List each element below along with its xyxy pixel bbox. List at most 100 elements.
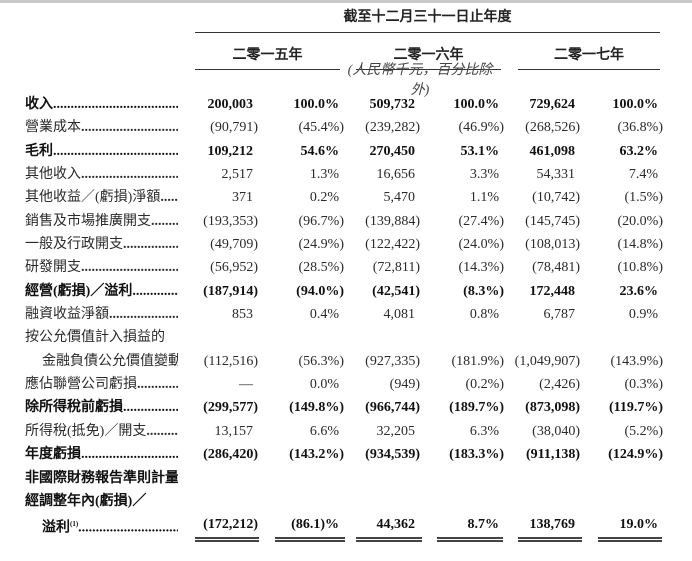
row-label-text: 金融負債公允價值變動 [42,353,178,369]
percent-cell: (96.7%) [298,213,345,229]
table-row: 其他收入....................................… [0,163,692,186]
amount-cell: 54,331 [536,167,576,183]
percent-cell: 1.3% [309,167,339,183]
dot-leader: ........................................… [53,97,178,112]
dot-leader: ........................................… [109,307,178,323]
percent-cell: 0.9% [628,307,658,323]
amount-cell: (927,335) [365,353,420,369]
percent-cell: 100.0% [612,97,659,112]
table-row: 溢利(1)...................................… [0,513,692,536]
amount-cell: (90,791) [210,120,258,136]
table-row: 除所得稅前虧損.................................… [0,396,692,419]
double-underline [437,537,503,542]
percent-cell: (14.8%) [617,237,664,253]
amount-cell: 6,787 [543,307,576,323]
percent-cell: (20.0%) [617,213,664,229]
amount-cell: (911,138) [525,447,580,463]
row-label: 溢利(1)...................................… [42,513,178,540]
period-underline [195,32,660,33]
amount-cell: (172,212) [203,517,258,533]
amount-cell: 509,732 [369,97,416,112]
table-row: 其他收益／(虧損)淨額.............................… [0,186,692,209]
percent-cell: (1.5%) [624,190,664,206]
table-row: 研發開支....................................… [0,256,692,279]
amount-cell: 853 [232,307,253,323]
percent-cell: 54.6% [300,143,340,159]
percent-cell: (46.9%) [458,120,505,136]
year-header-2016: 二零一六年 [393,48,464,63]
percent-cell: (28.5%) [298,260,345,276]
percent-cell: (94.0%) [296,283,344,299]
income-statement-table: 收入......................................… [0,93,692,537]
amount-cell: (286,420) [203,447,258,463]
percent-cell: (27.4%) [458,213,505,229]
year-underline-2017 [518,69,660,70]
amount-cell: (112,516) [203,353,258,369]
amount-cell: (873,098) [525,400,580,416]
row-label: 銷售及市場推廣開支...............................… [25,210,178,233]
row-label-text: 銷售及市場推廣開支 [25,213,151,229]
amount-cell: — [239,377,253,393]
amount-cell: (2,426) [539,377,580,393]
table-row: 經營(虧損)／溢利...............................… [0,280,692,303]
amount-cell: (239,282) [365,120,420,136]
year-header-2017: 二零一七年 [554,48,624,63]
row-label: 經調整年內(虧損)／ [25,490,178,513]
row-label: 營業成本....................................… [25,116,178,139]
percent-cell: 23.6% [619,283,659,299]
amount-cell: 32,205 [376,423,416,439]
percent-cell: 6.3% [469,423,499,439]
dot-leader: ........................................… [81,167,178,183]
row-label-text: 應佔聯營公司虧損 [25,377,137,393]
dot-leader: ........................................… [123,237,178,253]
percent-cell: 53.1% [460,143,500,159]
double-underline [518,537,582,542]
double-underline [275,537,345,542]
amount-cell: 5,470 [383,190,416,206]
row-label: 所得稅(抵免)／開支..............................… [25,420,178,443]
row-label: 融資收益淨額..................................… [25,303,178,326]
amount-cell: (268,526) [525,120,580,136]
row-label: 收入......................................… [25,93,178,116]
amount-cell: (42,541) [372,283,420,299]
amount-cell: 270,450 [369,143,416,159]
row-label: 按公允價值計入損益的 [25,326,178,349]
percent-cell: (24.0%) [458,237,505,253]
table-row: 經調整年內(虧損)／ [0,490,692,513]
amount-cell: (10,742) [532,190,580,206]
amount-cell: 16,656 [376,167,416,183]
percent-cell: (0.2%) [465,377,505,393]
percent-cell: 1.1% [469,190,499,206]
amount-cell: 2,517 [221,167,254,183]
amount-cell: (139,884) [365,213,420,229]
dot-leader: ........................................… [78,520,178,536]
amount-cell: 138,769 [529,517,576,533]
percent-cell: 0.0% [309,377,339,393]
dot-leader: ........................................… [132,283,178,299]
amount-cell: 44,362 [376,517,416,533]
percent-cell: (86.1)% [291,517,339,533]
year-header-2015: 二零一五年 [232,48,303,63]
percent-cell: 8.7% [467,517,500,533]
amount-cell: (193,353) [203,213,258,229]
row-label-text: 毛利 [25,143,53,159]
row-label: 其他收益／(虧損)淨額.............................… [25,186,178,209]
dot-leader: ........................................… [160,190,178,206]
percent-cell: 7.4% [628,167,658,183]
percent-cell: 100.0% [453,97,500,112]
row-label-text: 年度虧損 [25,447,81,463]
dot-leader: ........................................… [137,377,178,393]
double-underline [195,537,259,542]
row-label-text: 溢利 [42,520,70,536]
percent-cell: (56.3%) [298,353,345,369]
row-label-text: 收入 [25,97,53,112]
table-row: 年度虧損....................................… [0,443,692,466]
row-label: 研發開支....................................… [25,256,178,279]
dot-leader: ........................................… [81,120,178,136]
table-row: 所得稅(抵免)／開支..............................… [0,420,692,443]
table-row: 按公允價值計入損益的 [0,326,692,349]
percent-cell: 6.6% [309,423,339,439]
row-label-text: 經營(虧損)／溢利 [25,283,133,299]
percent-cell: (0.3%) [624,377,664,393]
amount-cell: (1,049,907) [514,353,580,369]
